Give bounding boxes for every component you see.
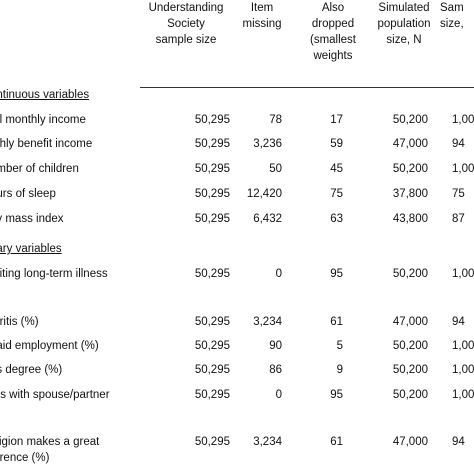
- cell-samp: 94: [452, 138, 465, 150]
- cell-n: 50,295: [194, 163, 230, 175]
- row-label: miting long-term illness ): [0, 268, 108, 280]
- cell-dropped: 17: [330, 114, 343, 126]
- cell-samp: 1,00: [452, 340, 474, 352]
- cell-samp: 1,00: [452, 364, 474, 376]
- cell-pop: 43,800: [392, 213, 428, 225]
- cell-samp: 1,00: [452, 268, 474, 280]
- cell-samp: 1,00: [452, 114, 474, 126]
- header-item-missing: Item missing: [242, 2, 282, 30]
- section-binary: nary variables: [0, 243, 62, 255]
- cell-n: 50,295: [194, 213, 230, 225]
- cell-missing: 3,234: [253, 316, 282, 328]
- cell-missing: 78: [269, 114, 282, 126]
- cell-pop: 50,200: [392, 389, 428, 401]
- row-label: ours of sleep: [0, 188, 56, 200]
- row-label: tal monthly income: [0, 114, 86, 126]
- cell-missing: 86: [269, 364, 282, 376]
- cell-n: 50,295: [194, 114, 230, 126]
- row-label: umber of children: [0, 163, 79, 175]
- cell-samp: 1,00: [452, 389, 474, 401]
- row-label: eligion makes a great ference (%): [0, 436, 100, 464]
- cell-pop: 47,000: [392, 138, 428, 150]
- row-label: paid employment (%): [0, 340, 99, 352]
- cell-pop: 37,800: [392, 188, 428, 200]
- cell-dropped: 45: [330, 163, 343, 175]
- cell-pop: 47,000: [392, 436, 428, 448]
- row-label: res with spouse/partner: [0, 389, 110, 401]
- cell-dropped: 5: [336, 340, 343, 352]
- cell-samp: 87: [452, 213, 465, 225]
- cell-dropped: 61: [330, 436, 343, 448]
- cell-n: 50,295: [194, 364, 230, 376]
- cell-missing: 50: [269, 163, 282, 175]
- cell-dropped: 75: [330, 188, 343, 200]
- header-simulated-population: Simulated population size, N: [377, 2, 431, 46]
- header-also-dropped: Also dropped (smallest weights: [309, 2, 356, 62]
- cell-n: 50,295: [194, 188, 230, 200]
- cell-pop: 50,200: [392, 340, 428, 352]
- cell-missing: 6,432: [253, 213, 282, 225]
- cell-pop: 47,000: [392, 316, 428, 328]
- row-label: thritis (%): [0, 316, 39, 328]
- header-sample-cut: Sam size,: [440, 2, 464, 30]
- cell-pop: 50,200: [392, 114, 428, 126]
- cell-pop: 50,200: [392, 268, 428, 280]
- cell-dropped: 9: [336, 364, 343, 376]
- cell-n: 50,295: [194, 436, 230, 448]
- cell-dropped: 63: [330, 213, 343, 225]
- cell-n: 50,295: [194, 340, 230, 352]
- section-continuous: ontinuous variables: [0, 89, 90, 101]
- cell-n: 50,295: [194, 138, 230, 150]
- row-label: as degree (%): [0, 364, 63, 376]
- cell-n: 50,295: [194, 316, 230, 328]
- cell-dropped: 95: [330, 389, 343, 401]
- cell-dropped: 59: [330, 138, 343, 150]
- header-divider: [140, 87, 474, 88]
- cell-pop: 50,200: [392, 364, 428, 376]
- cell-samp: 94: [452, 316, 465, 328]
- cell-missing: 0: [275, 268, 282, 280]
- cell-missing: 3,236: [253, 138, 282, 150]
- cell-n: 50,295: [194, 389, 230, 401]
- cell-missing: 90: [269, 340, 282, 352]
- row-label: nthly benefit income: [0, 138, 93, 150]
- cell-dropped: 61: [330, 316, 343, 328]
- header-sample-size: Understanding Society sample size: [148, 2, 224, 46]
- cell-dropped: 95: [330, 268, 343, 280]
- row-label: dy mass index: [0, 213, 64, 225]
- cell-missing: 3,234: [253, 436, 282, 448]
- cell-n: 50,295: [194, 268, 230, 280]
- cell-missing: 0: [275, 389, 282, 401]
- cell-samp: 1,00: [452, 163, 474, 175]
- cell-pop: 50,200: [392, 163, 428, 175]
- cell-missing: 12,420: [246, 188, 282, 200]
- cell-samp: 75: [452, 188, 465, 200]
- cell-samp: 94: [452, 436, 465, 448]
